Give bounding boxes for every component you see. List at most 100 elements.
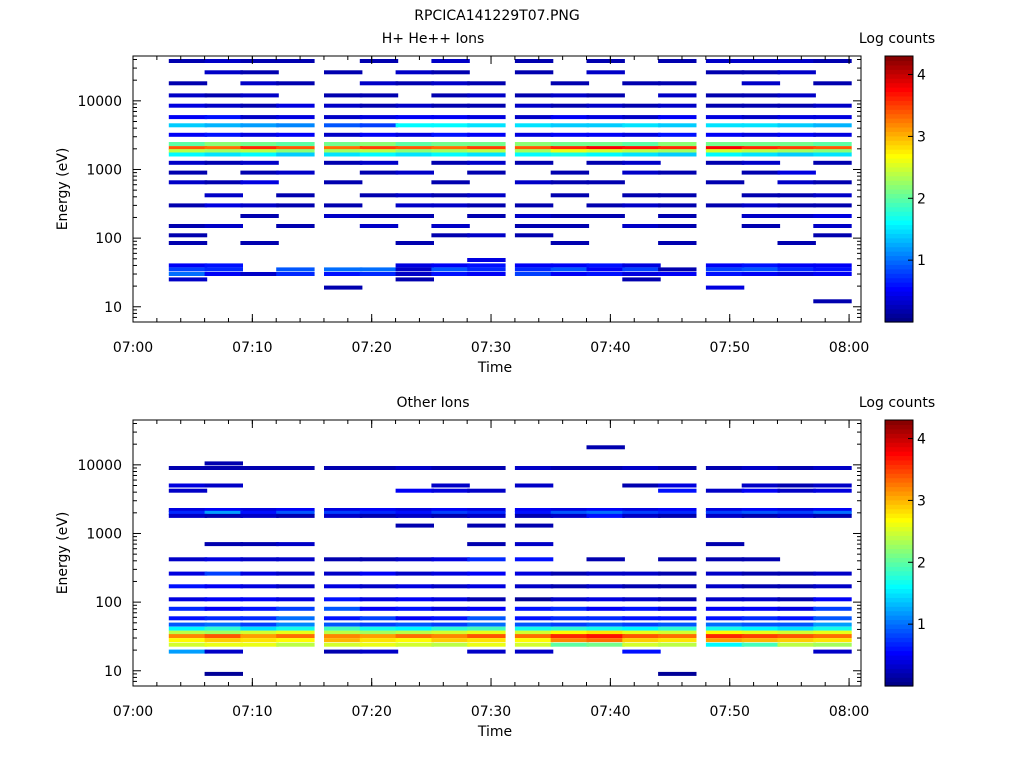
heatmap-cell [514,214,554,218]
heatmap-cell [395,115,434,120]
heatmap-cell [324,626,363,631]
colorbar-tick-label: 3 [917,129,926,145]
heatmap-cell [395,584,434,589]
heatmap-cell [705,638,745,643]
heatmap-cell [276,597,315,602]
heatmap-cell [514,508,554,512]
heatmap-cell [813,146,852,151]
colorbar-step [885,206,913,212]
heatmap-cell [586,142,625,146]
heatmap-cell [324,149,363,154]
heatmap-cell [324,638,363,643]
heatmap-cell [431,634,470,639]
x-tick-label: 07:10 [232,340,272,356]
heatmap-cell [467,642,506,647]
heatmap-cell [359,638,399,643]
heatmap-cell [550,170,590,175]
heatmap-cell [514,59,554,63]
heatmap-cell [467,466,506,470]
colorbar-step [885,451,913,457]
heatmap-cell [705,70,745,75]
colorbar-step [885,557,913,563]
heatmap-cell [777,180,816,185]
heatmap-cell [550,630,590,635]
heatmap-cell [359,224,399,228]
heatmap-cell [395,103,434,108]
heatmap-cell [359,214,399,218]
heatmap-cell [777,193,816,198]
heatmap-cell [586,466,625,470]
colorbar-step [885,95,913,101]
colorbar-step [885,659,913,665]
colorbar-step [885,100,913,106]
heatmap-cell [741,571,781,576]
heatmap-cell [622,634,661,639]
heatmap-cell [813,132,852,137]
heatmap-cell [586,634,625,639]
panel-title: H+ He++ Ions [382,31,485,47]
heatmap-cell [514,483,554,488]
colorbar-step [885,104,913,110]
heatmap-cell [168,263,208,268]
heatmap-cell [586,508,625,512]
heatmap-cell [550,513,590,518]
heatmap-cell [741,146,781,151]
heatmap-cell [813,272,852,276]
heatmap-cell [431,508,470,512]
heatmap-cell [324,93,363,98]
colorbar-step [885,566,913,572]
heatmap-cell [168,488,208,493]
heatmap-cell [514,634,554,639]
heatmap-cell [168,103,208,108]
heatmap-cell [168,160,208,165]
heatmap-cell [359,160,399,165]
colorbar-step [885,548,913,554]
heatmap-cell [586,622,625,627]
heatmap-cell [741,508,781,512]
heatmap-cell [431,638,470,643]
heatmap-cell [240,571,279,576]
heatmap-cell [324,510,363,515]
heatmap-cell [741,638,781,643]
colorbar-step [885,118,913,124]
heatmap-cell [514,510,554,515]
heatmap-cell [204,638,243,643]
heatmap-cell [741,557,781,562]
heatmap-cell [467,93,506,98]
heatmap-cell [705,272,745,276]
heatmap-cell [276,152,315,157]
colorbar: 1 2 3 4 Log counts [859,31,935,323]
heatmap-cell [431,180,470,185]
colorbar-step [885,184,913,190]
heatmap-cell [550,267,590,272]
heatmap-cell [658,638,697,643]
heatmap-cell [324,152,363,157]
colorbar-step [885,193,913,199]
heatmap-cell [622,606,661,611]
heatmap-cell [431,483,470,488]
heatmap-cell [240,642,279,647]
heatmap-cell [359,584,399,589]
heatmap-cell [514,523,554,528]
heatmap-cell [467,203,506,208]
heatmap-cell [622,622,661,627]
heatmap-cell [276,267,315,272]
colorbar-step [885,140,913,146]
heatmap-cell [658,616,697,621]
heatmap-cell [324,272,363,276]
heatmap-cell [777,634,816,639]
heatmap-cell [777,214,816,218]
heatmap-cell [586,70,625,75]
heatmap-cell [467,638,506,643]
colorbar-step [885,654,913,660]
heatmap-cell [741,59,781,63]
heatmap-cell [777,267,816,272]
heatmap-cell [168,203,208,208]
heatmap-cell [168,233,208,238]
heatmap-cell [514,606,554,611]
heatmap-cell [622,277,661,282]
heatmap-cell [467,115,506,120]
heatmap-cell [586,160,625,165]
heatmap-cell [467,152,506,157]
heatmap-cell [204,193,243,198]
